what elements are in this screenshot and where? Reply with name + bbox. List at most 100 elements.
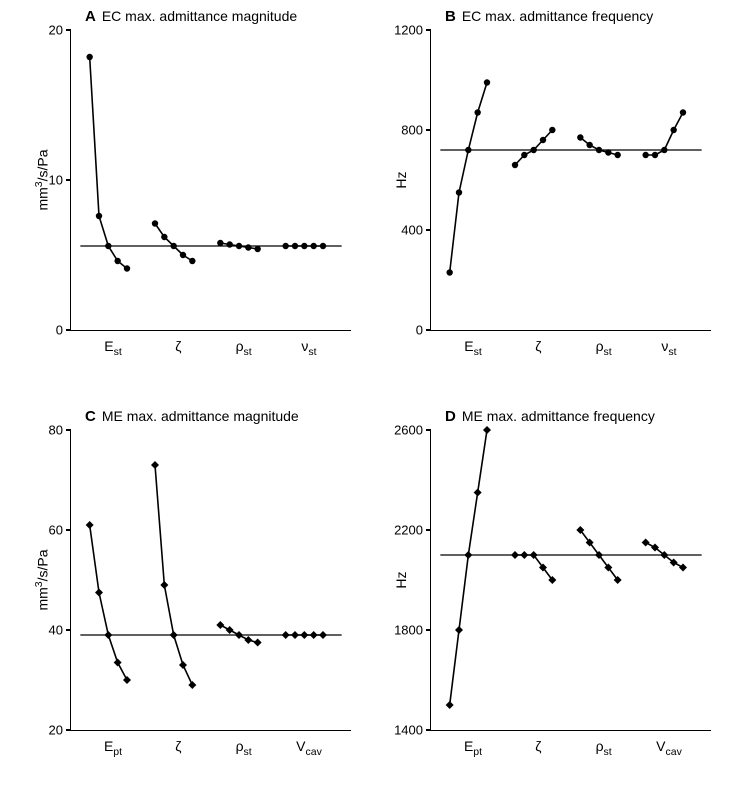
marker-circle [152,220,158,226]
marker-circle [320,243,326,249]
panel-D: DME max. admittance frequency14001800220… [430,430,710,730]
x-category-label: ρst [236,338,252,358]
x-category-label: Est [104,338,122,358]
marker-circle [530,147,536,153]
x-category-label: ρst [596,738,612,758]
marker-circle [301,243,307,249]
marker-circle [446,269,452,275]
marker-circle [512,162,518,168]
ytick-label: 1400 [394,723,423,738]
series-line [155,224,192,262]
marker-diamond [642,539,650,547]
marker-circle [217,240,223,246]
marker-diamond [151,461,159,469]
series-svg [71,30,351,330]
plot-area: 20406080mm3/s/PaEptζρstVcav [70,430,351,731]
ytick-label: 20 [49,23,63,38]
series-svg [71,430,351,730]
marker-circle [652,152,658,158]
marker-circle [484,79,490,85]
ytick-label: 800 [401,123,423,138]
ytick-label: 400 [401,223,423,238]
marker-diamond [216,621,224,629]
x-category-label: Vcav [296,738,322,758]
panel-A: AEC max. admittance magnitude01020mm3/s/… [70,30,350,330]
series-line [450,83,487,273]
marker-diamond [104,631,112,639]
marker-diamond [95,589,103,597]
marker-circle [661,147,667,153]
marker-circle [105,243,111,249]
marker-diamond [254,639,262,647]
x-category-label: Ept [464,738,482,758]
y-axis-title: Hz [393,171,409,188]
marker-diamond [291,631,299,639]
marker-diamond [114,659,122,667]
marker-diamond [244,636,252,644]
plot-area: 1400180022002600HzEptζρstVcav [430,430,711,731]
x-category-label: Vcav [656,738,682,758]
marker-circle [310,243,316,249]
ytick-label: 2600 [394,423,423,438]
marker-circle [245,244,251,250]
marker-circle [114,258,120,264]
x-category-label: ζ [175,738,181,754]
marker-diamond [679,564,687,572]
marker-diamond [520,551,528,559]
series-line [450,430,487,705]
panel-title: CME max. admittance magnitude [85,408,299,425]
ytick-label: 40 [49,623,63,638]
panel-C: CME max. admittance magnitude20406080mm3… [70,430,350,730]
marker-circle [124,265,130,271]
panel-title: AEC max. admittance magnitude [85,8,297,25]
ytick-label: 2200 [394,523,423,538]
ytick-label: 1800 [394,623,423,638]
marker-circle [161,234,167,240]
marker-diamond [235,631,243,639]
ytick-label: 1200 [394,23,423,38]
marker-circle [549,127,555,133]
marker-diamond [310,631,318,639]
ytick-label: 20 [49,723,63,738]
marker-diamond [483,426,491,434]
x-category-label: ζ [535,338,541,354]
marker-diamond [300,631,308,639]
marker-circle [456,189,462,195]
plot-area: 04008001200HzEstζρstνst [430,30,711,331]
marker-diamond [474,489,482,497]
marker-circle [586,142,592,148]
y-axis-title: Hz [393,571,409,588]
marker-circle [254,246,260,252]
plot-area: 01020mm3/s/PaEstζρstνst [70,30,351,331]
panel-title: BEC max. admittance frequency [445,8,653,25]
figure: AEC max. admittance magnitude 01020mm3/s/… [0,0,742,793]
marker-diamond [188,681,196,689]
marker-circle [670,127,676,133]
marker-circle [521,152,527,158]
series-svg [431,430,711,730]
panel-title: DME max. admittance frequency [445,408,655,425]
x-category-label: ζ [175,338,181,354]
marker-circle [96,213,102,219]
marker-circle [180,252,186,258]
series-line [90,57,127,269]
panel-B: BEC max. admittance frequency04008001200… [430,30,710,330]
marker-circle [226,241,232,247]
marker-circle [605,149,611,155]
x-category-label: Ept [104,738,122,758]
marker-diamond [160,581,168,589]
series-svg [431,30,711,330]
marker-diamond [179,661,187,669]
x-category-label: νst [301,338,316,358]
marker-circle [614,152,620,158]
marker-diamond [170,631,178,639]
marker-diamond [226,626,234,634]
marker-diamond [446,701,454,709]
marker-circle [596,147,602,153]
x-category-label: νst [661,338,676,358]
marker-circle [236,243,242,249]
marker-circle [680,109,686,115]
marker-circle [86,54,92,60]
marker-diamond [282,631,290,639]
marker-circle [170,243,176,249]
